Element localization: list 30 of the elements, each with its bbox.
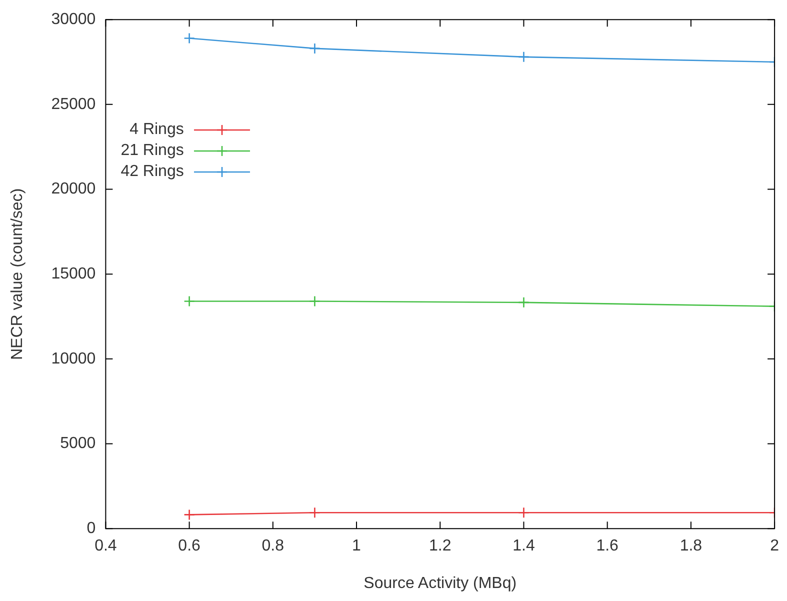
y-tick-label: 0 (86, 520, 96, 538)
legend-label: 21 Rings (120, 142, 184, 160)
x-tick-label: 0.8 (262, 538, 284, 555)
y-tick-label: 15000 (51, 266, 96, 283)
point (309, 42, 320, 54)
y-axis-title: NECR value (count/sec) (9, 188, 26, 360)
x-tick-label: 1 (352, 538, 362, 555)
x-tick-label: 0.4 (94, 538, 117, 555)
y-tick-label: 30000 (51, 11, 96, 28)
point (518, 296, 530, 308)
point (184, 509, 195, 520)
x-tick-label: 2 (770, 538, 780, 555)
x-tick-label: 1.8 (680, 538, 702, 555)
y-tick-label: 25000 (51, 96, 96, 113)
legend-label: 4 Rings (130, 121, 184, 140)
x-tick-label: 1.6 (596, 538, 619, 555)
point (309, 507, 320, 518)
y-tick-label: 10000 (51, 350, 96, 368)
y-tick-label: 20000 (51, 180, 96, 198)
point (184, 296, 195, 307)
legend-label: 42 Rings (120, 163, 184, 182)
point (309, 296, 320, 307)
x-axis-title: Source Activity (MBq) (364, 574, 517, 592)
point (184, 32, 195, 44)
y-tick-label: 5000 (60, 435, 96, 452)
x-tick-label: 1.4 (512, 538, 535, 555)
x-tick-label: 1.2 (428, 538, 452, 555)
point (518, 507, 530, 518)
x-tick-label: 0.6 (178, 538, 201, 555)
point (518, 51, 530, 63)
